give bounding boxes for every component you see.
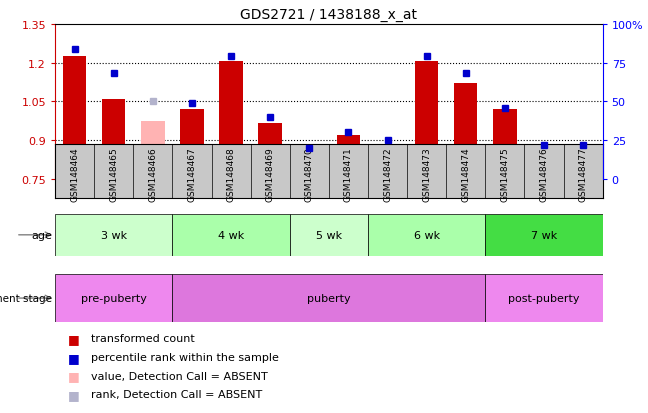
Text: percentile rank within the sample: percentile rank within the sample — [91, 352, 279, 362]
Text: GSM148473: GSM148473 — [422, 147, 431, 202]
Bar — [485, 214, 603, 256]
Text: 6 wk: 6 wk — [413, 230, 440, 240]
Text: GSM148471: GSM148471 — [344, 147, 353, 202]
Text: GSM148476: GSM148476 — [540, 147, 548, 202]
Text: age: age — [31, 230, 52, 240]
Text: GSM148477: GSM148477 — [579, 147, 588, 202]
Bar — [55, 214, 172, 256]
Text: GSM148468: GSM148468 — [227, 147, 236, 202]
Text: pre-puberty: pre-puberty — [81, 293, 146, 303]
Text: 3 wk: 3 wk — [100, 230, 127, 240]
Text: ■: ■ — [68, 388, 80, 401]
Text: GSM148464: GSM148464 — [70, 147, 79, 202]
Text: GSM148474: GSM148474 — [461, 147, 470, 202]
Bar — [219, 62, 243, 179]
Text: transformed count: transformed count — [91, 334, 194, 344]
Text: 5 wk: 5 wk — [316, 230, 342, 240]
Bar — [337, 135, 360, 179]
Text: ■: ■ — [68, 351, 80, 364]
Bar — [454, 84, 478, 179]
Text: rank, Detection Call = ABSENT: rank, Detection Call = ABSENT — [91, 389, 262, 399]
Text: GSM148469: GSM148469 — [266, 147, 275, 202]
Text: GSM148467: GSM148467 — [187, 147, 196, 202]
Bar — [63, 57, 86, 179]
Bar — [368, 214, 485, 256]
Text: GSM148470: GSM148470 — [305, 147, 314, 202]
Title: GDS2721 / 1438188_x_at: GDS2721 / 1438188_x_at — [240, 8, 417, 22]
Text: puberty: puberty — [307, 293, 351, 303]
Text: ■: ■ — [68, 369, 80, 382]
Bar — [376, 171, 399, 179]
Bar — [297, 150, 321, 179]
Text: post-puberty: post-puberty — [508, 293, 580, 303]
Bar — [172, 275, 485, 322]
Bar — [172, 214, 290, 256]
Text: 4 wk: 4 wk — [218, 230, 244, 240]
Text: development stage: development stage — [0, 293, 52, 303]
Text: ■: ■ — [68, 332, 80, 345]
Bar — [55, 275, 172, 322]
Bar — [102, 100, 126, 179]
Bar — [415, 62, 438, 179]
Text: value, Detection Call = ABSENT: value, Detection Call = ABSENT — [91, 371, 268, 381]
Text: 7 wk: 7 wk — [531, 230, 557, 240]
Bar — [485, 275, 603, 322]
Bar — [290, 214, 368, 256]
Bar — [572, 155, 595, 179]
Bar — [259, 124, 282, 179]
Text: GSM148475: GSM148475 — [500, 147, 509, 202]
Text: GSM148472: GSM148472 — [383, 147, 392, 202]
Bar — [532, 156, 556, 179]
Text: GSM148466: GSM148466 — [148, 147, 157, 202]
Bar — [141, 121, 165, 179]
Text: GSM148465: GSM148465 — [110, 147, 118, 202]
Bar — [180, 110, 203, 179]
Bar — [493, 110, 516, 179]
